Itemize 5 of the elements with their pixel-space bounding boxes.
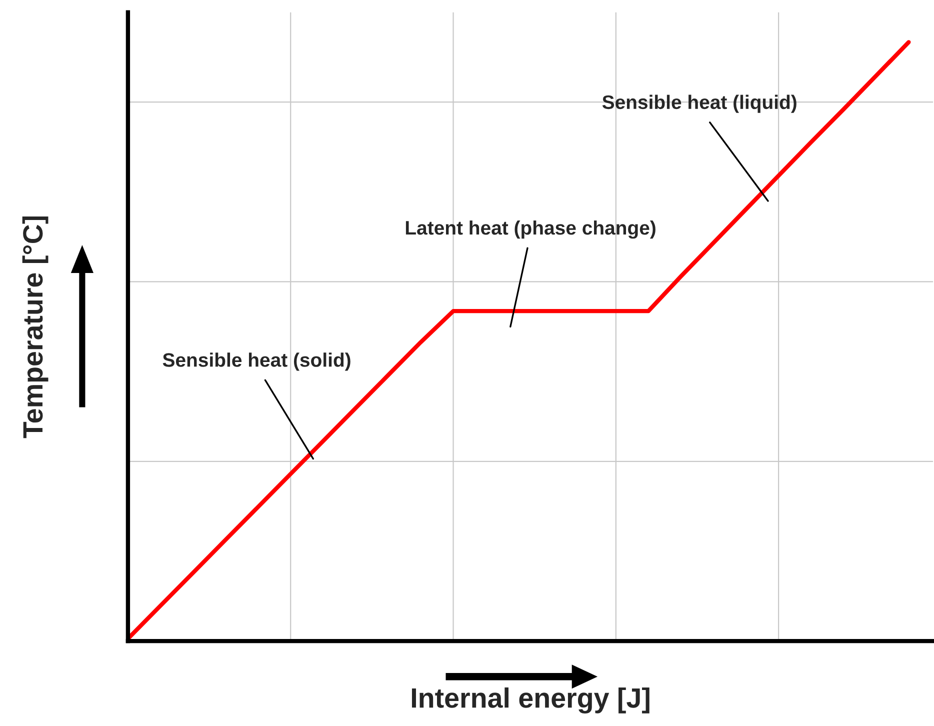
annotation: Latent heat (phase change) [406,220,656,239]
x-axis-title: Internal energy [J] [412,687,650,714]
y-axis-title: Temperature [°C] [22,216,48,438]
annotation: Sensible heat (liquid) [602,94,796,113]
annotation: Sensible heat (solid) [162,352,350,371]
